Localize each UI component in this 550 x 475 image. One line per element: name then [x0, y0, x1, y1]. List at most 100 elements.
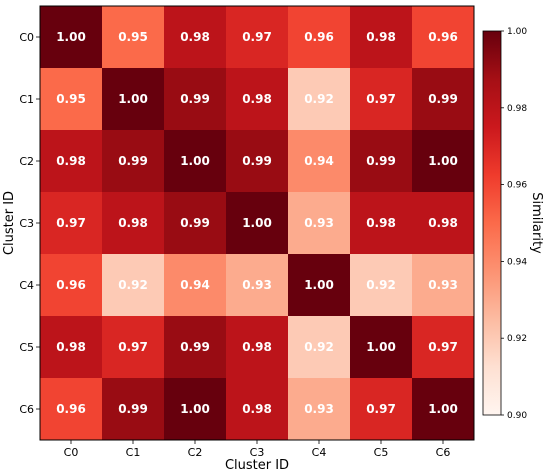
cell-value-label: 0.99: [180, 340, 210, 354]
cell-value-label: 0.96: [304, 30, 334, 44]
heatmap-cell-C1-C1: [102, 68, 165, 131]
heatmap-cell-C3-C1: [102, 192, 165, 255]
cell-value-label: 0.99: [180, 216, 210, 230]
heatmap-cell-C2-C1: [102, 130, 165, 193]
x-tick-label: C5: [374, 446, 389, 459]
x-tick-label: C4: [312, 446, 327, 459]
cell-value-label: 0.99: [118, 154, 148, 168]
heatmap-cell-C5-C3: [226, 316, 289, 379]
cell-value-label: 1.00: [180, 402, 210, 416]
heatmap-cell-C1-C4: [288, 68, 351, 131]
x-axis-ticks: C0 C1 C2 C3 C4 C5 C6: [64, 440, 451, 459]
colorbar-tick-label: 0.96: [507, 181, 527, 191]
heatmap-cell-C6-C1: [102, 378, 165, 441]
heatmap-cell-C0-C6: [412, 6, 475, 69]
x-tick-label: C6: [436, 446, 451, 459]
heatmap-cells: [40, 6, 475, 441]
colorbar-ticks: 0.90 0.92 0.94 0.96 0.98 1.00: [501, 27, 527, 421]
heatmap-cell-C6-C4: [288, 378, 351, 441]
cell-value-label: 1.00: [56, 30, 86, 44]
cell-value-label: 0.92: [118, 278, 148, 292]
heatmap-cell-C3-C3: [226, 192, 289, 255]
x-tick-label: C3: [250, 446, 265, 459]
cell-value-label: 0.95: [118, 30, 148, 44]
cell-value-label: 0.99: [428, 92, 458, 106]
cell-value-label: 0.98: [118, 216, 148, 230]
cell-value-label: 1.00: [366, 340, 396, 354]
cell-value-label: 0.98: [242, 402, 272, 416]
y-axis-title: Cluster ID: [2, 191, 17, 255]
x-tick-label: C1: [126, 446, 141, 459]
cell-value-label: 0.98: [242, 340, 272, 354]
cell-value-label: 0.97: [366, 92, 396, 106]
heatmap-cell-C4-C3: [226, 254, 289, 317]
cell-value-label: 0.99: [242, 154, 272, 168]
colorbar-tick-label: 1.00: [507, 27, 527, 37]
heatmap-cell-C1-C5: [350, 68, 413, 131]
cell-value-label: 1.00: [242, 216, 272, 230]
heatmap-cell-C6-C6: [412, 378, 475, 441]
heatmap-cell-C1-C2: [164, 68, 227, 131]
cell-value-label: 0.99: [118, 402, 148, 416]
cell-value-label: 1.00: [118, 92, 148, 106]
heatmap-cell-C2-C6: [412, 130, 475, 193]
cell-value-label: 0.97: [428, 340, 458, 354]
heatmap-cell-C5-C5: [350, 316, 413, 379]
heatmap-cell-C4-C6: [412, 254, 475, 317]
heatmap-cell-C2-C3: [226, 130, 289, 193]
colorbar-tick-label: 0.94: [507, 257, 527, 267]
x-tick-label: C0: [64, 446, 79, 459]
cell-value-label: 0.93: [428, 278, 458, 292]
heatmap-cell-C5-C4: [288, 316, 351, 379]
heatmap-cell-C0-C0: [40, 6, 103, 69]
cell-value-label: 0.98: [428, 216, 458, 230]
heatmap-cell-C3-C0: [40, 192, 103, 255]
cell-value-label: 0.96: [428, 30, 458, 44]
cell-value-label: 1.00: [428, 402, 458, 416]
cell-value-label: 0.97: [242, 30, 272, 44]
colorbar-tick-label: 0.92: [507, 334, 527, 344]
heatmap-cell-C2-C4: [288, 130, 351, 193]
heatmap-cell-C6-C5: [350, 378, 413, 441]
heatmap-cell-C6-C0: [40, 378, 103, 441]
y-tick-label: C4: [19, 279, 34, 292]
cell-value-label: 0.98: [56, 340, 86, 354]
heatmap-cell-C4-C0: [40, 254, 103, 317]
heatmap-cell-C4-C1: [102, 254, 165, 317]
cell-value-label: 0.94: [180, 278, 210, 292]
heatmap-cell-C3-C4: [288, 192, 351, 255]
heatmap-cell-C0-C4: [288, 6, 351, 69]
colorbar: [482, 30, 502, 416]
colorbar-tick-label: 0.90: [507, 411, 527, 421]
cell-value-label: 0.98: [180, 30, 210, 44]
heatmap-cell-C4-C4: [288, 254, 351, 317]
heatmap-cell-C4-C5: [350, 254, 413, 317]
cell-value-label: 0.94: [304, 154, 334, 168]
cell-value-label: 0.92: [304, 92, 334, 106]
heatmap-cell-C1-C0: [40, 68, 103, 131]
cell-value-label: 0.99: [180, 92, 210, 106]
heatmap-cell-C0-C2: [164, 6, 227, 69]
heatmap-cell-C1-C3: [226, 68, 289, 131]
heatmap-cell-labels: 1.00 0.95 0.98 0.97 0.96 0.98 0.96 0.95 1.00 0.99…: [56, 30, 458, 416]
cell-value-label: 1.00: [304, 278, 334, 292]
cell-value-label: 0.97: [118, 340, 148, 354]
cell-value-label: 1.00: [180, 154, 210, 168]
cell-value-label: 0.98: [366, 216, 396, 230]
heatmap-cell-C0-C3: [226, 6, 289, 69]
heatmap-cell-C0-C1: [102, 6, 165, 69]
cell-value-label: 0.98: [242, 92, 272, 106]
x-axis-title: Cluster ID: [225, 458, 289, 473]
cell-value-label: 0.92: [304, 340, 334, 354]
colorbar-label: Similarity: [529, 192, 544, 254]
cell-value-label: 0.97: [366, 402, 396, 416]
cell-value-label: 0.99: [366, 154, 396, 168]
heatmap-cell-C5-C6: [412, 316, 475, 379]
cell-value-label: 0.98: [56, 154, 86, 168]
cell-value-label: 0.95: [56, 92, 86, 106]
cell-value-label: 0.93: [242, 278, 272, 292]
y-tick-label: C5: [19, 341, 34, 354]
y-tick-label: C1: [19, 93, 34, 106]
y-tick-label: C2: [19, 155, 34, 168]
